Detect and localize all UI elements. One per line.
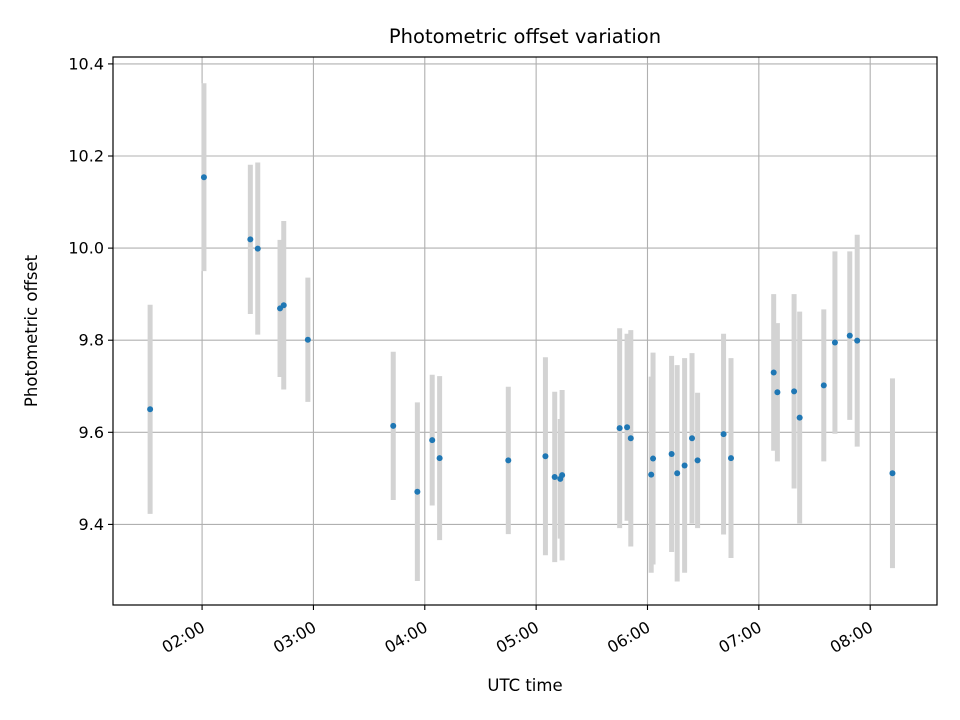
- data-point: [774, 389, 781, 396]
- data-point: [200, 174, 207, 181]
- data-point: [796, 414, 803, 421]
- data-point: [505, 457, 512, 464]
- data-point: [854, 337, 861, 344]
- data-point: [280, 302, 287, 309]
- plot-frame: [112, 56, 938, 606]
- chart-title: Photometric offset variation: [389, 25, 661, 48]
- data-point: [831, 339, 838, 346]
- data-points: [147, 174, 896, 495]
- data-point: [624, 424, 631, 431]
- y-tick-label: 10.2: [68, 147, 104, 166]
- data-point: [668, 450, 675, 457]
- data-point: [551, 473, 558, 480]
- data-point: [650, 455, 657, 462]
- y-tick-label: 10.0: [68, 239, 104, 258]
- data-point: [648, 471, 655, 478]
- data-point: [728, 455, 734, 462]
- data-point: [689, 435, 696, 442]
- data-point: [616, 425, 623, 432]
- data-point: [846, 332, 853, 339]
- y-tick-label: 9.4: [79, 515, 104, 534]
- data-point: [436, 455, 443, 462]
- data-point: [254, 245, 261, 252]
- data-point: [429, 437, 436, 444]
- data-point: [694, 457, 701, 464]
- data-point: [247, 236, 254, 243]
- data-point: [304, 336, 311, 343]
- data-point: [414, 488, 421, 495]
- data-point: [390, 422, 397, 429]
- data-point: [770, 369, 777, 376]
- x-axis-label: UTC time: [487, 676, 562, 695]
- y-tick-label: 9.6: [79, 423, 104, 442]
- data-point: [559, 472, 566, 479]
- data-point: [681, 462, 688, 469]
- data-point: [542, 453, 549, 460]
- data-point: [720, 431, 727, 438]
- data-point: [627, 435, 634, 442]
- y-axis-label: Photometric offset: [22, 254, 41, 407]
- data-point: [674, 470, 681, 477]
- data-point: [820, 382, 827, 389]
- y-tick-label: 10.4: [68, 54, 104, 73]
- data-point: [791, 388, 798, 395]
- data-point: [889, 470, 896, 477]
- data-point: [147, 406, 154, 413]
- y-tick-label: 9.8: [79, 331, 104, 350]
- y-axis-ticks: 9.4 9.6 9.8 10.0 10.2 10.4: [68, 54, 113, 534]
